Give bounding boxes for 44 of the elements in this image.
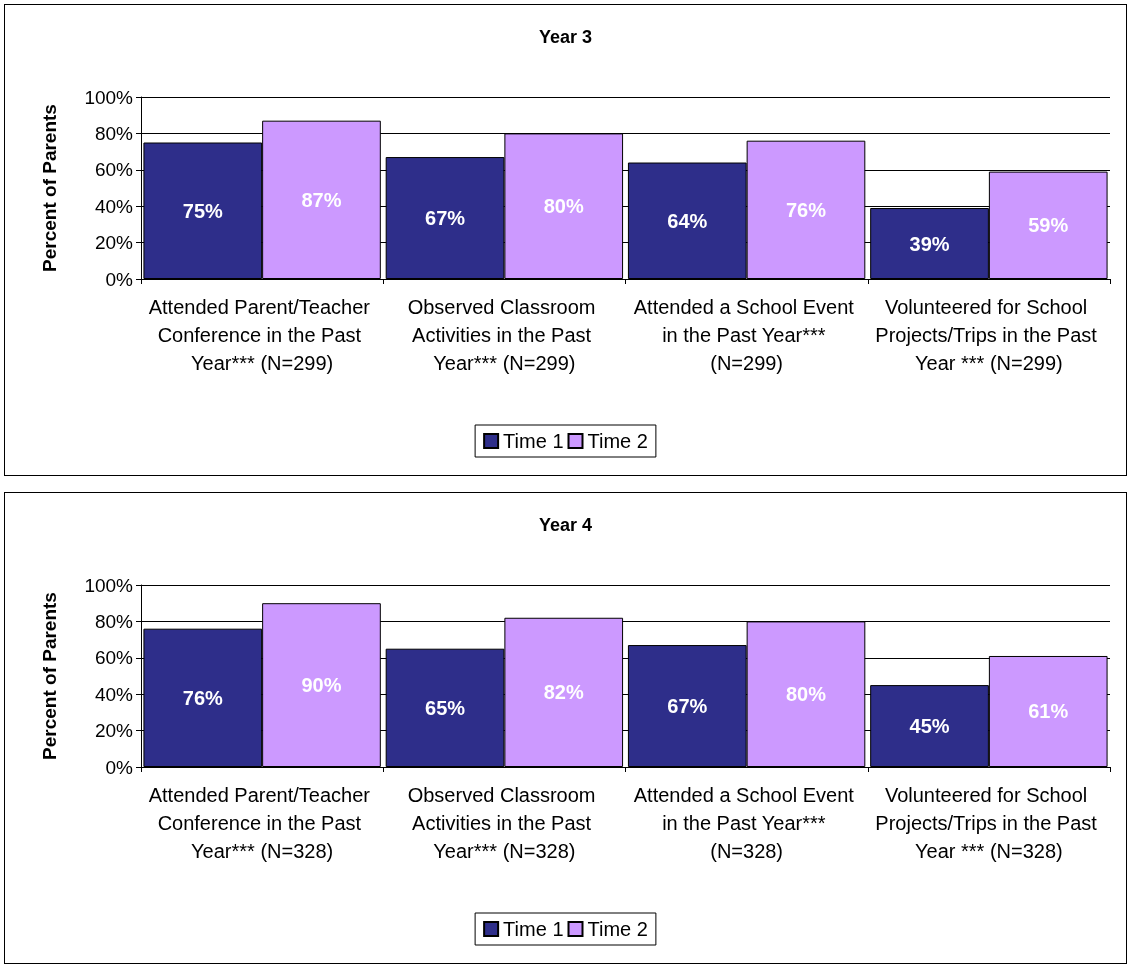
data-label: 45% <box>909 715 950 738</box>
legend-label: Time 1 <box>503 430 564 452</box>
x-tick-label: Volunteered for School Projects/Trips in the Past Year *** (N=328) <box>875 784 1103 862</box>
data-label: 59% <box>1028 214 1069 237</box>
x-tick-label: Observed Classroom Activities in the Past Year*** (N=328) <box>407 784 602 862</box>
y-tick-label: 80% <box>94 122 134 144</box>
y-tick-label: 0% <box>105 756 134 778</box>
data-label: 65% <box>425 696 466 719</box>
data-label: 87% <box>301 188 342 211</box>
x-tick-label: Volunteered for School Projects/Trips in the Past Year *** (N=299) <box>875 296 1103 374</box>
data-label: 61% <box>1028 700 1069 723</box>
y-tick-label: 0% <box>105 268 134 290</box>
chart-title: Year 3 <box>538 27 593 47</box>
data-label: 67% <box>667 695 708 718</box>
data-label: 39% <box>909 232 950 255</box>
y-tick-label: 40% <box>94 683 134 705</box>
y-tick-label: 20% <box>94 232 134 254</box>
chart-title: Year 4 <box>538 515 593 535</box>
y-tick-label: 20% <box>94 720 134 742</box>
legend-label: Time 1 <box>503 918 564 940</box>
data-label: 90% <box>301 674 342 697</box>
y-axis-title: Percent of Parents <box>39 104 60 272</box>
data-label: 80% <box>543 195 584 218</box>
data-label: 75% <box>182 199 223 222</box>
data-label: 80% <box>785 683 827 706</box>
data-label: 76% <box>785 198 827 221</box>
data-label: 76% <box>182 686 223 709</box>
y-axis-title: Percent of Parents <box>39 592 60 760</box>
y-tick-label: 60% <box>94 647 134 669</box>
y-tick-label: 100% <box>84 86 134 108</box>
y-tick-label: 40% <box>94 195 134 217</box>
legend-label: Time 2 <box>587 430 648 452</box>
x-tick-label: Attended Parent/Teacher Conference in the Past Year*** (N=299) <box>148 296 376 374</box>
x-tick-label: Attended a School Event in the Past Year*** (N=328) <box>633 784 860 862</box>
data-label: 67% <box>425 207 466 230</box>
legend-label: Time 2 <box>587 918 648 940</box>
data-label: 64% <box>667 209 708 232</box>
x-tick-label: Attended Parent/Teacher Conference in the Past Year*** (N=328) <box>148 784 376 862</box>
y-tick-label: 80% <box>94 610 134 632</box>
x-tick-label: Attended a School Event in the Past Year*** (N=299) <box>633 296 860 374</box>
data-label: 82% <box>543 681 584 704</box>
x-tick-label: Observed Classroom Activities in the Past Year*** (N=299) <box>407 296 602 374</box>
y-tick-label: 60% <box>94 159 134 181</box>
y-tick-label: 100% <box>84 574 134 596</box>
